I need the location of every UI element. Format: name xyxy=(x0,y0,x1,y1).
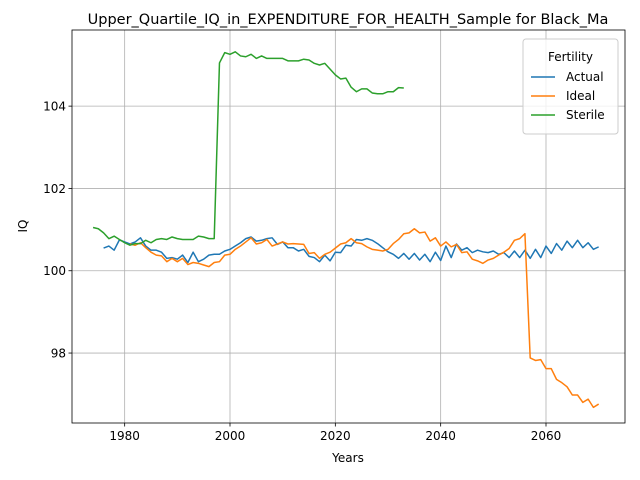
legend-label-sterile: Sterile xyxy=(566,108,605,122)
series-line-sterile xyxy=(92,51,404,246)
x-axis-label: Years xyxy=(331,451,364,465)
y-tick-label: 98 xyxy=(51,347,66,361)
series-line-actual xyxy=(103,236,599,264)
legend: Fertility Actual Ideal Sterile xyxy=(522,38,619,135)
legend-frame xyxy=(522,38,619,135)
x-tick-label: 1980 xyxy=(109,429,140,443)
y-tick-label: 104 xyxy=(43,100,66,114)
x-tick-label: 2000 xyxy=(215,429,246,443)
x-tick-label: 2020 xyxy=(320,429,351,443)
y-tick-label: 102 xyxy=(43,182,66,196)
legend-label-actual: Actual xyxy=(566,70,604,84)
legend-title: Fertility xyxy=(548,50,593,64)
plot-frame xyxy=(71,29,626,424)
legend-label-ideal: Ideal xyxy=(566,89,595,103)
x-tick-label: 2040 xyxy=(425,429,456,443)
chart-title: Upper_Quartile_IQ_in_EXPENDITURE_FOR_HEA… xyxy=(88,12,609,28)
series-layer xyxy=(92,51,600,409)
ticks: 1980 2000 2020 2040 2060 98 100 102 104 xyxy=(43,100,561,443)
series-line-ideal xyxy=(129,228,600,409)
y-tick-label: 100 xyxy=(43,264,66,278)
x-tick-label: 2060 xyxy=(531,429,562,443)
legend-items: Actual Ideal Sterile xyxy=(531,70,605,122)
grid xyxy=(72,30,625,423)
y-axis-label: IQ xyxy=(16,220,30,233)
